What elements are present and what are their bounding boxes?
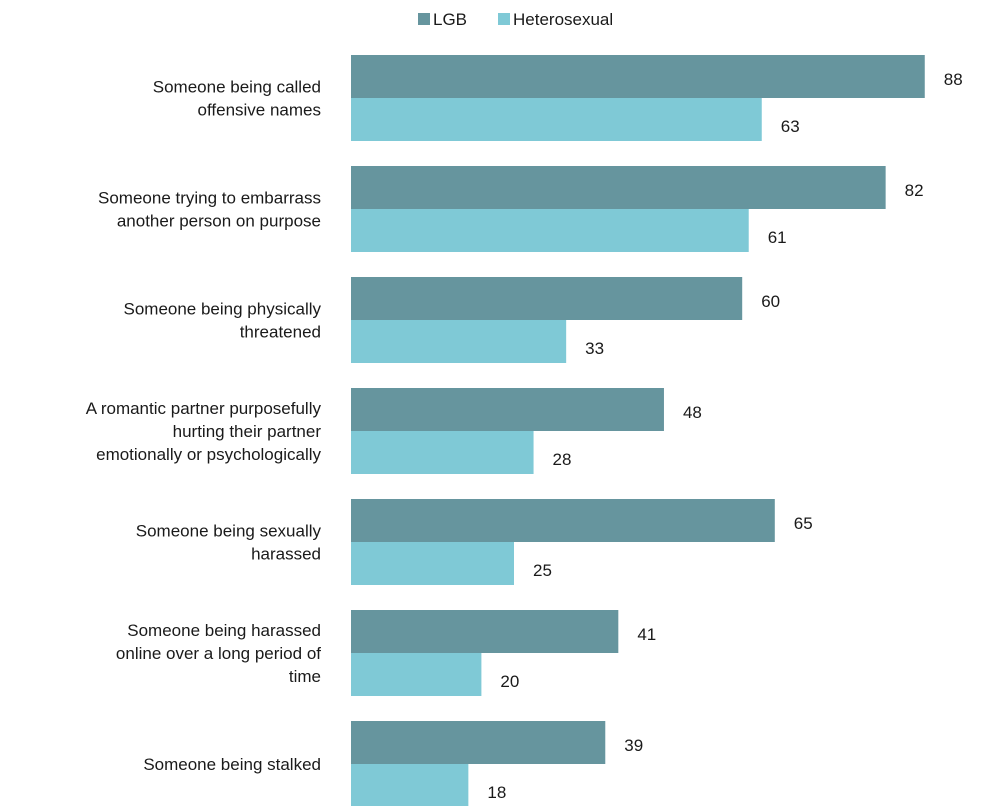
- bar-heterosexual: [351, 209, 749, 252]
- value-label-lgb: 88: [944, 70, 963, 89]
- category-label-line: emotionally or psychologically: [96, 445, 321, 464]
- category-label: Someone being stalked: [143, 755, 321, 774]
- legend-swatch-lgb: [418, 13, 430, 25]
- value-label-lgb: 41: [637, 625, 656, 644]
- category-label-line: online over a long period of: [116, 644, 321, 663]
- bars: [351, 55, 925, 806]
- value-label-heterosexual: 33: [585, 339, 604, 358]
- bar-heterosexual: [351, 98, 762, 141]
- bar-lgb: [351, 721, 606, 764]
- category-label-line: Someone being sexually: [136, 522, 322, 541]
- category-label-line: Someone being harassed: [127, 621, 321, 640]
- legend-swatch-heterosexual: [498, 13, 510, 25]
- bar-heterosexual: [351, 431, 534, 474]
- value-label-heterosexual: 25: [533, 561, 552, 580]
- legend: LGB Heterosexual: [418, 10, 613, 29]
- legend-label: Heterosexual: [513, 10, 613, 29]
- category-label-line: offensive names: [198, 101, 321, 120]
- bar-lgb: [351, 55, 925, 98]
- value-label-lgb: 39: [624, 736, 643, 755]
- value-label-heterosexual: 28: [553, 450, 572, 469]
- category-label-line: time: [289, 667, 321, 686]
- bar-lgb: [351, 166, 886, 209]
- category-labels: Someone being called offensive namesSomeo…: [86, 78, 322, 775]
- value-label-lgb: 60: [761, 292, 780, 311]
- value-label-heterosexual: 61: [768, 228, 787, 247]
- value-label-heterosexual: 18: [487, 783, 506, 802]
- bar-lgb: [351, 499, 775, 542]
- bar-heterosexual: [351, 764, 469, 806]
- value-labels: 88 63 82 61 60 33 48 28 65 25 41 20 39 18: [487, 70, 962, 802]
- value-label-heterosexual: 63: [781, 117, 800, 136]
- category-label-line: Someone being called: [153, 78, 321, 97]
- category-label-line: harassed: [251, 545, 321, 564]
- category-label: Someone being physically threatened: [123, 300, 321, 342]
- legend-label: LGB: [433, 10, 467, 29]
- category-label: Someone being harassed online over a long…: [116, 621, 321, 686]
- category-label-line: Someone being stalked: [143, 755, 321, 774]
- bar-heterosexual: [351, 320, 567, 363]
- value-label-lgb: 82: [905, 181, 924, 200]
- category-label-line: hurting their partner: [173, 422, 322, 441]
- category-label-line: A romantic partner purposefully: [86, 399, 322, 418]
- bar-heterosexual: [351, 653, 482, 696]
- category-label-line: Someone being physically: [123, 300, 321, 319]
- value-label-heterosexual: 20: [500, 672, 519, 691]
- bar-lgb: [351, 610, 619, 653]
- category-label-line: another person on purpose: [117, 212, 321, 231]
- category-label: A romantic partner purposefully hurting t…: [86, 399, 322, 464]
- bar-lgb: [351, 277, 743, 320]
- category-label: Someone being sexually harassed: [136, 522, 322, 564]
- bar-lgb: [351, 388, 664, 431]
- value-label-lgb: 48: [683, 403, 702, 422]
- bar-heterosexual: [351, 542, 514, 585]
- category-label-line: Someone trying to embarrass: [98, 189, 321, 208]
- category-label-line: threatened: [240, 323, 321, 342]
- value-label-lgb: 65: [794, 514, 813, 533]
- category-label: Someone being called offensive names: [153, 78, 321, 120]
- category-label: Someone trying to embarrass another perso…: [98, 189, 321, 231]
